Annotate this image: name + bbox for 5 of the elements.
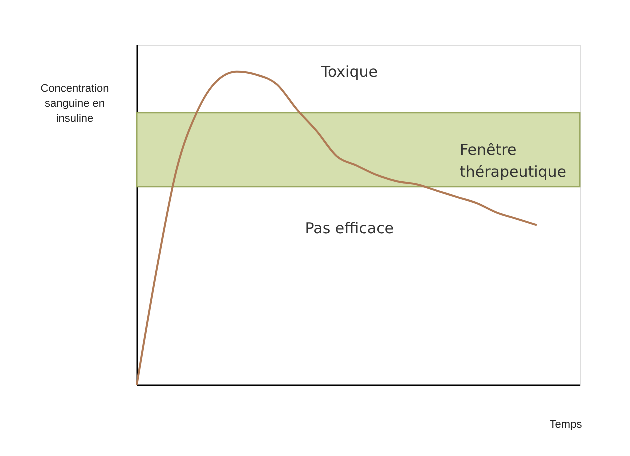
band-label: Fenêtre thérapeutique [460,140,567,181]
annotation: Toxique [320,62,378,81]
x-axis-title: Temps [550,419,583,431]
annotation: Pas efficace [305,219,394,238]
y-axis-title: Concentration sanguine en insuline [40,83,110,125]
